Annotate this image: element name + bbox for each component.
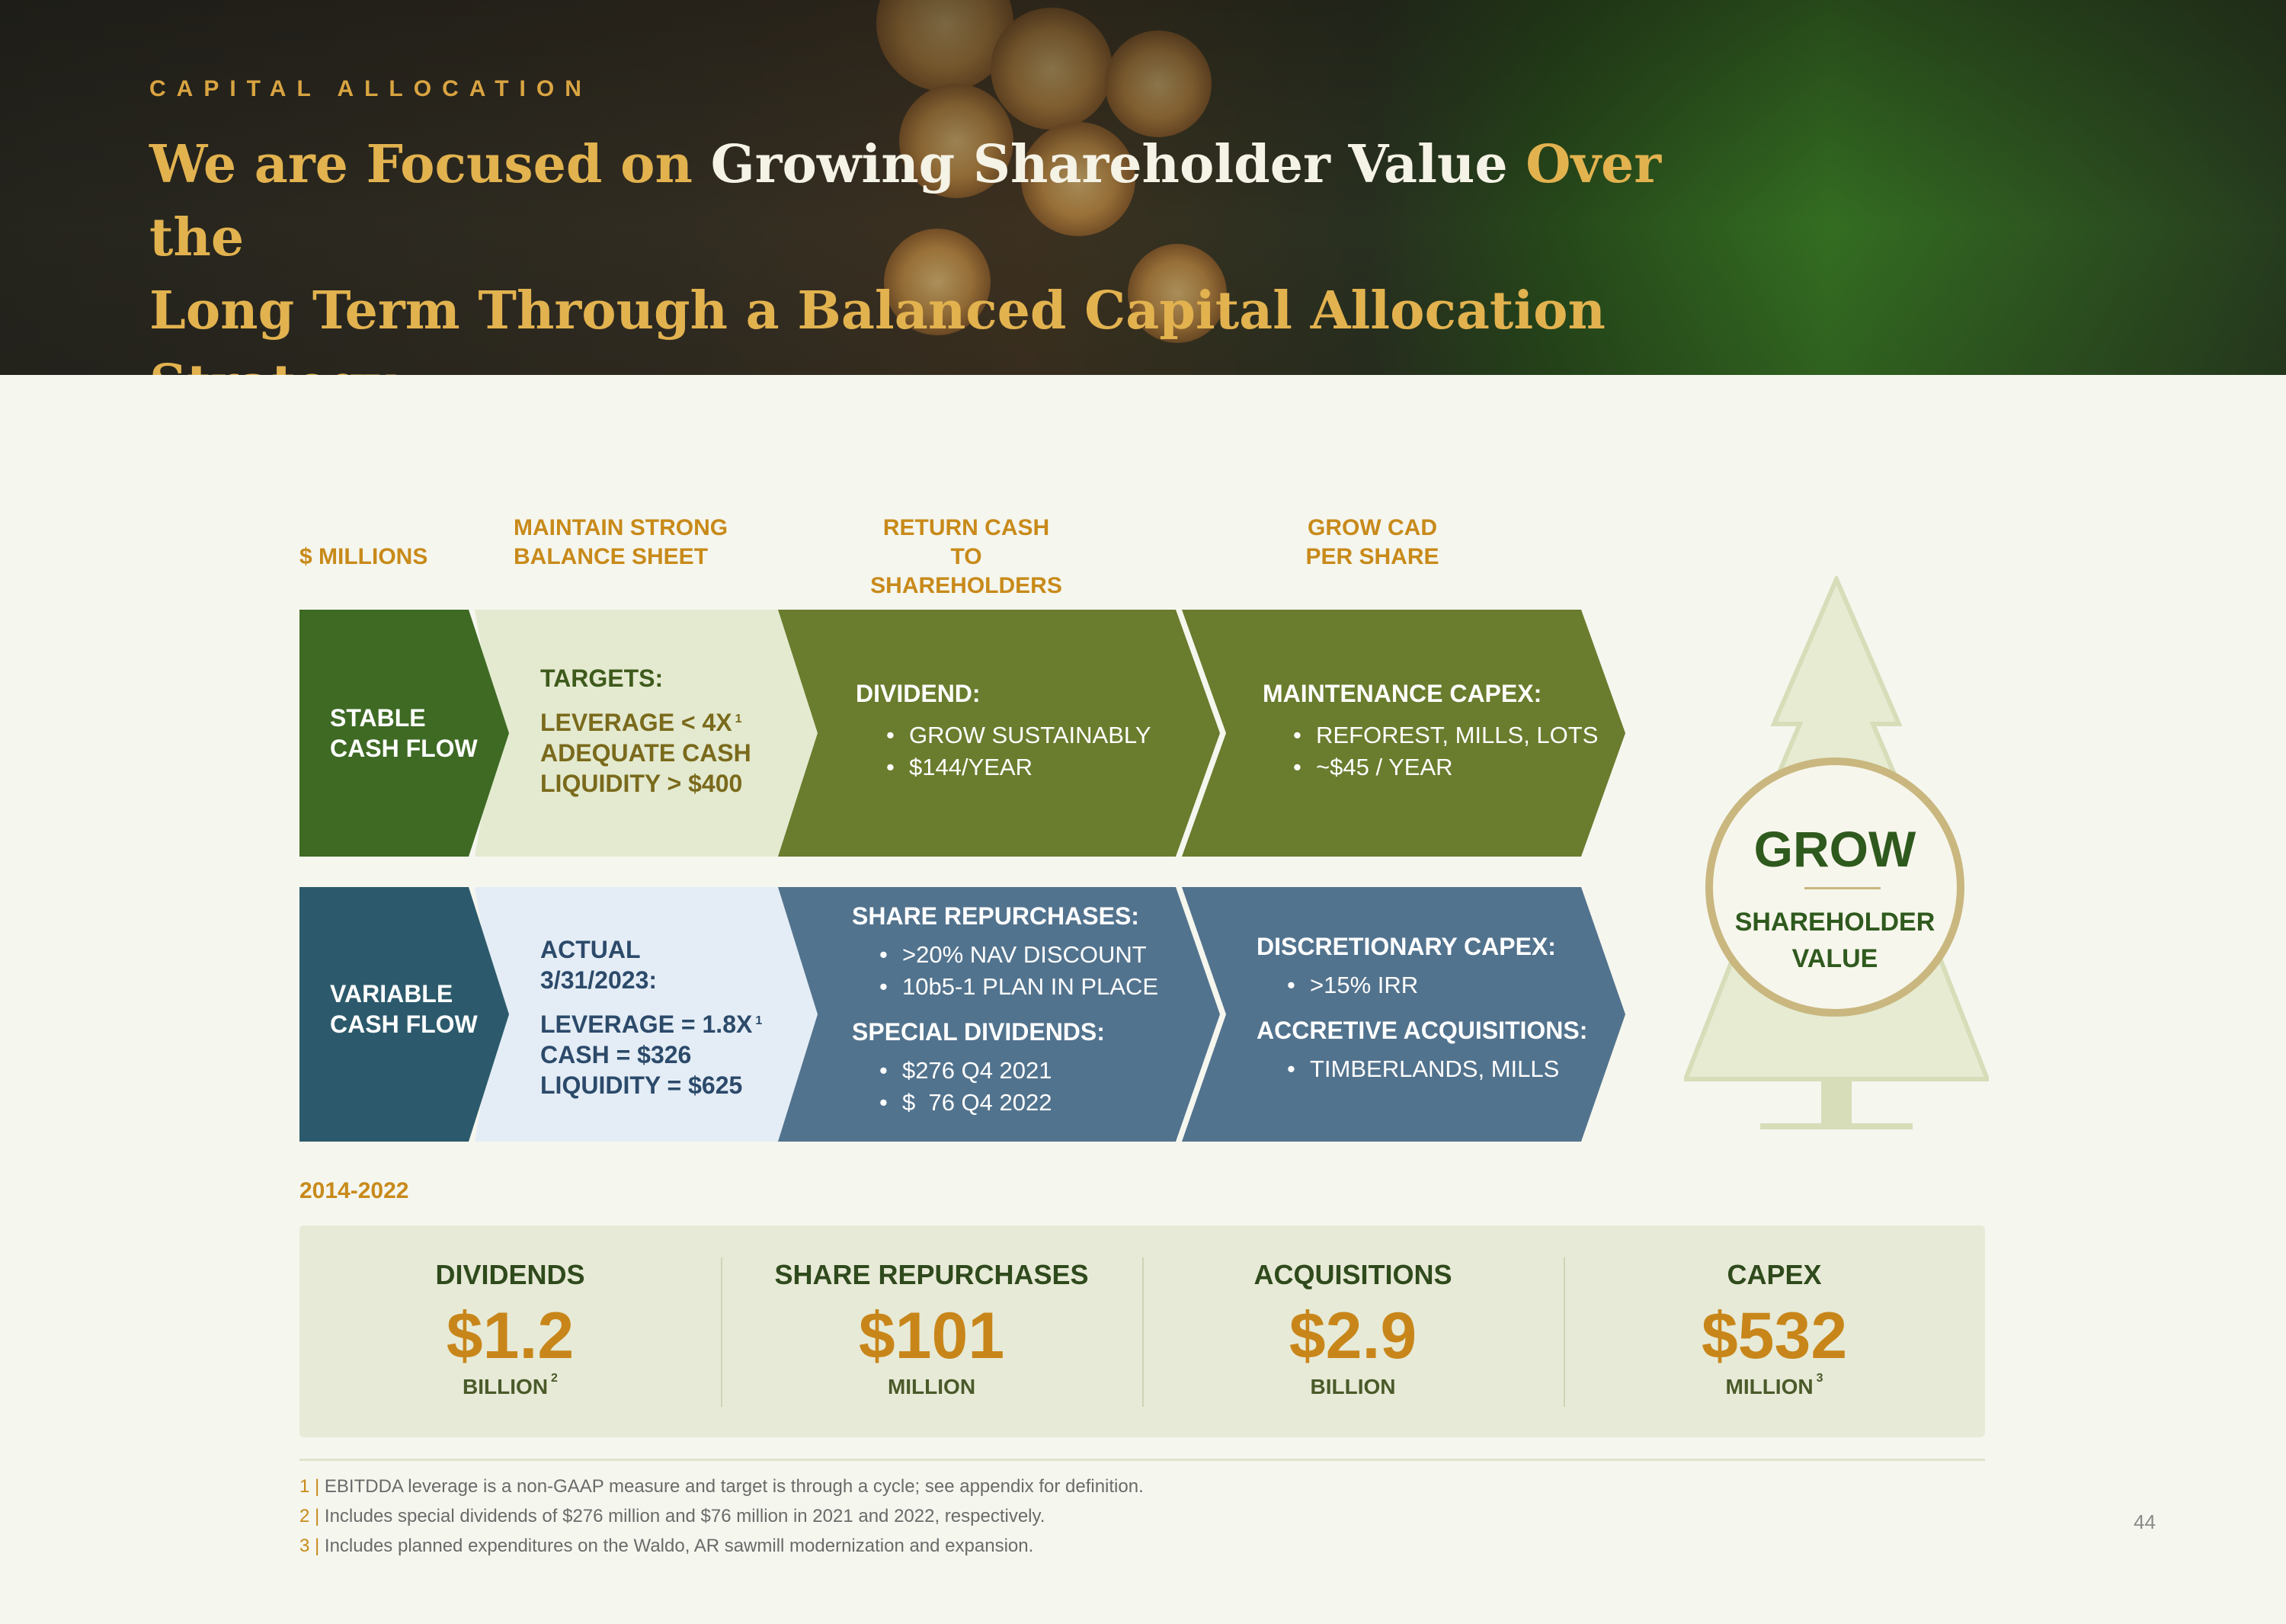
period-label: 2014-2022 xyxy=(299,1178,409,1203)
page-number: 44 xyxy=(2134,1510,2156,1533)
footnote-1: 1 | EBITDDA leverage is a non-GAAP measu… xyxy=(299,1476,1144,1497)
stable-cash-flow-label: STABLE CASH FLOW xyxy=(330,704,478,762)
discretionary-capex-block: DISCRETIONARY CAPEX: • >15% IRR ACCRETIVE… xyxy=(1257,933,1588,1082)
footnote-divider xyxy=(299,1459,1985,1461)
actual-block: ACTUAL 3/31/2023: LEVERAGE = 1.8X 1 CASH … xyxy=(540,936,763,1099)
section-eyebrow: CAPITAL ALLOCATION xyxy=(149,76,592,101)
totals-panel: DIVIDENDS $1.2 BILLION 2 SHARE REPURCHASE… xyxy=(299,1225,1985,1437)
maintenance-capex-block: MAINTENANCE CAPEX: • REFOREST, MILLS, LOT… xyxy=(1263,680,1599,780)
header-banner: CAPITAL ALLOCATION We are Focused on Gro… xyxy=(0,0,2286,375)
stat-dividends: DIVIDENDS $1.2 BILLION 2 xyxy=(435,1259,585,1398)
page-title: We are Focused on Growing Shareholder Va… xyxy=(149,134,1662,375)
variable-cash-flow-label: VARIABLE CASH FLOW xyxy=(330,980,478,1038)
stable-cash-flow-row: STABLE CASH FLOW TARGETS: LEVERAGE < 4X 1 … xyxy=(299,610,1625,857)
stat-acquisitions: ACQUISITIONS $2.9 BILLION xyxy=(1253,1259,1452,1398)
dividend-block: DIVIDEND: • GROW SUSTAINABLY • $144/YEAR xyxy=(856,680,1151,780)
footnote-2: 2 | Includes special dividends of $276 m… xyxy=(299,1506,1045,1526)
units-label: $ MILLIONS xyxy=(299,544,428,569)
repurchases-block: SHARE REPURCHASES: • >20% NAV DISCOUNT • 1… xyxy=(852,902,1159,1116)
variable-cash-flow-row: VARIABLE CASH FLOW ACTUAL 3/31/2023: LEVE… xyxy=(299,887,1625,1142)
variable-row-arrows xyxy=(299,887,1625,1142)
targets-block: TARGETS: LEVERAGE < 4X 1 ADEQUATE CASH LI… xyxy=(540,665,751,797)
column-header-grow-cad: GROW CAD PER SHARE xyxy=(1305,515,1439,569)
stat-capex: CAPEX $532 MILLION 3 xyxy=(1701,1259,1848,1398)
footnote-3: 3 | Includes planned expenditures on the… xyxy=(299,1536,1034,1556)
grow-shareholder-value-badge: GROW SHAREHOLDER VALUE xyxy=(1705,758,1964,1017)
column-header-return-cash: RETURN CASH TO SHAREHOLDERS xyxy=(870,515,1062,598)
stat-share-repurchases: SHARE REPURCHASES $101 MILLION xyxy=(774,1259,1089,1398)
column-header-balance-sheet: MAINTAIN STRONG BALANCE SHEET xyxy=(514,515,728,569)
stable-row-arrows xyxy=(299,610,1625,857)
